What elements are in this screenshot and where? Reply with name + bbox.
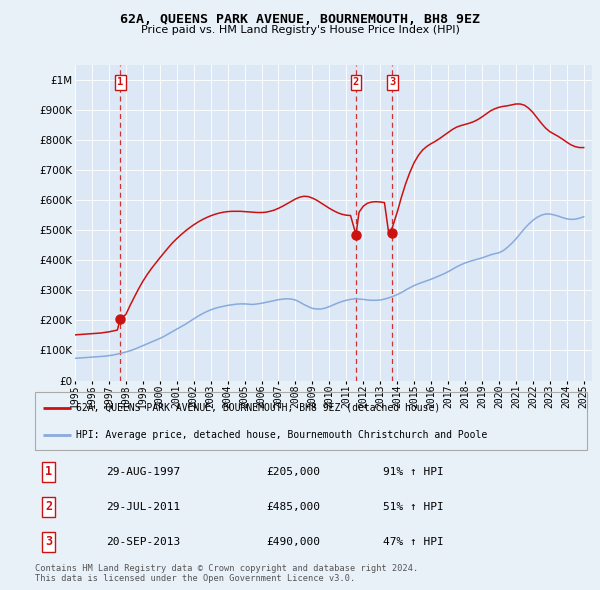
Text: 51% ↑ HPI: 51% ↑ HPI — [383, 502, 443, 512]
Text: Price paid vs. HM Land Registry's House Price Index (HPI): Price paid vs. HM Land Registry's House … — [140, 25, 460, 35]
Text: 3: 3 — [45, 535, 52, 548]
Text: 1: 1 — [45, 466, 52, 478]
Text: 3: 3 — [389, 77, 395, 87]
Text: 47% ↑ HPI: 47% ↑ HPI — [383, 537, 443, 547]
Text: £205,000: £205,000 — [266, 467, 320, 477]
Text: 62A, QUEENS PARK AVENUE, BOURNEMOUTH, BH8 9EZ (detached house): 62A, QUEENS PARK AVENUE, BOURNEMOUTH, BH… — [76, 403, 440, 413]
Text: HPI: Average price, detached house, Bournemouth Christchurch and Poole: HPI: Average price, detached house, Bour… — [76, 430, 487, 440]
Text: £485,000: £485,000 — [266, 502, 320, 512]
Text: £490,000: £490,000 — [266, 537, 320, 547]
Text: 91% ↑ HPI: 91% ↑ HPI — [383, 467, 443, 477]
Text: 20-SEP-2013: 20-SEP-2013 — [107, 537, 181, 547]
Text: 62A, QUEENS PARK AVENUE, BOURNEMOUTH, BH8 9EZ: 62A, QUEENS PARK AVENUE, BOURNEMOUTH, BH… — [120, 13, 480, 26]
Text: 2: 2 — [45, 500, 52, 513]
Text: 29-JUL-2011: 29-JUL-2011 — [107, 502, 181, 512]
Text: Contains HM Land Registry data © Crown copyright and database right 2024.
This d: Contains HM Land Registry data © Crown c… — [35, 564, 418, 584]
Text: 2: 2 — [353, 77, 359, 87]
Text: 29-AUG-1997: 29-AUG-1997 — [107, 467, 181, 477]
Text: 1: 1 — [117, 77, 123, 87]
